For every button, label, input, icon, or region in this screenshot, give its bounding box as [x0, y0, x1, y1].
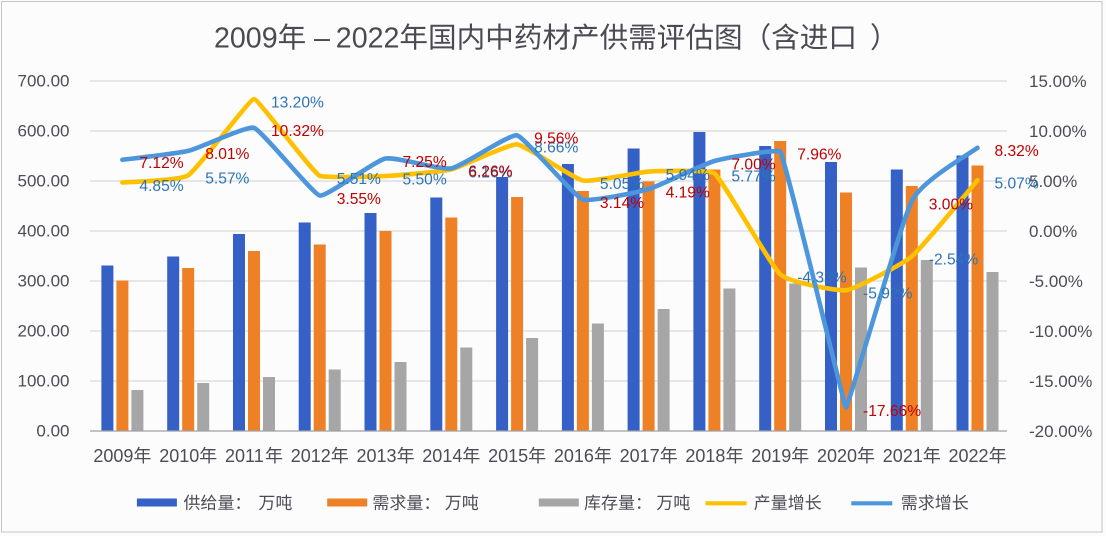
svg-text:7.00%: 7.00% — [731, 156, 775, 173]
svg-text:2021: 2021 — [883, 446, 923, 466]
svg-text:0.00: 0.00 — [36, 422, 69, 441]
svg-text:2019: 2019 — [751, 446, 791, 466]
svg-text:9.56%: 9.56% — [534, 131, 578, 148]
svg-text:6.16%: 6.16% — [468, 165, 512, 182]
svg-text:13.20%: 13.20% — [271, 94, 324, 111]
svg-text:6.26%: 6.26% — [468, 164, 512, 181]
svg-text:7.12%: 7.12% — [139, 155, 183, 172]
svg-text:2022: 2022 — [336, 23, 400, 55]
svg-text:2014: 2014 — [422, 446, 462, 466]
svg-text:-2.54%: -2.54% — [929, 252, 979, 269]
svg-text:15.00%: 15.00% — [1029, 72, 1087, 91]
svg-text:-17.66%: -17.66% — [863, 403, 921, 420]
svg-text:-10.00%: -10.00% — [1029, 322, 1092, 341]
svg-text:4.19%: 4.19% — [666, 184, 710, 201]
svg-text:-4.33%: -4.33% — [797, 270, 847, 287]
svg-text:10.32%: 10.32% — [271, 123, 324, 140]
svg-text:3.00%: 3.00% — [929, 196, 973, 213]
svg-text:2011: 2011 — [225, 446, 264, 466]
svg-text:8.66%: 8.66% — [534, 140, 578, 157]
svg-text:300.00: 300.00 — [18, 272, 70, 291]
svg-text:2015: 2015 — [488, 446, 528, 466]
svg-text:0.00%: 0.00% — [1029, 222, 1077, 241]
svg-text:-5.92%: -5.92% — [863, 286, 913, 303]
svg-text:8.32%: 8.32% — [995, 143, 1039, 160]
svg-text:–: – — [314, 23, 330, 55]
svg-text:600.00: 600.00 — [18, 122, 70, 141]
svg-text:5.51%: 5.51% — [337, 171, 381, 188]
svg-text:-20.00%: -20.00% — [1029, 422, 1092, 441]
svg-text:7.96%: 7.96% — [797, 147, 841, 164]
svg-text:2018: 2018 — [685, 446, 725, 466]
svg-text:200.00: 200.00 — [18, 322, 70, 341]
svg-text:5.57%: 5.57% — [205, 171, 249, 188]
svg-text:100.00: 100.00 — [18, 372, 70, 391]
svg-text:3.14%: 3.14% — [600, 195, 644, 212]
svg-text:2013: 2013 — [357, 446, 397, 466]
svg-text:5.00%: 5.00% — [1029, 172, 1077, 191]
svg-text:2010: 2010 — [159, 446, 199, 466]
svg-text:5.07%: 5.07% — [995, 176, 1039, 193]
svg-text:5.50%: 5.50% — [403, 171, 447, 188]
svg-text:3.55%: 3.55% — [337, 191, 381, 208]
svg-text:8.01%: 8.01% — [205, 146, 249, 163]
svg-text:-15.00%: -15.00% — [1029, 372, 1092, 391]
svg-text:2017: 2017 — [620, 446, 660, 466]
svg-text:2009: 2009 — [214, 23, 278, 55]
svg-text:2020: 2020 — [817, 446, 857, 466]
svg-text:2022: 2022 — [949, 446, 989, 466]
svg-text:2016: 2016 — [554, 446, 594, 466]
svg-text:700.00: 700.00 — [18, 72, 70, 91]
svg-text:5.05%: 5.05% — [600, 176, 644, 193]
svg-text:7.25%: 7.25% — [403, 154, 447, 171]
svg-text:4.85%: 4.85% — [139, 178, 183, 195]
svg-text:-5.00%: -5.00% — [1029, 272, 1083, 291]
svg-text:400.00: 400.00 — [18, 222, 70, 241]
svg-text:5.77%: 5.77% — [731, 169, 775, 186]
svg-text:10.00%: 10.00% — [1029, 122, 1087, 141]
svg-text:2009: 2009 — [93, 446, 133, 466]
svg-text:500.00: 500.00 — [18, 172, 70, 191]
svg-text:2012: 2012 — [291, 446, 331, 466]
svg-text:5.94%: 5.94% — [666, 167, 710, 184]
